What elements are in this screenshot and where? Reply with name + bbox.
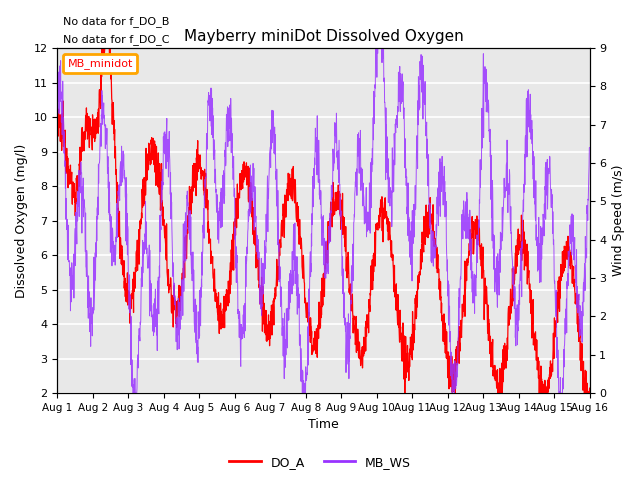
Title: Mayberry miniDot Dissolved Oxygen: Mayberry miniDot Dissolved Oxygen bbox=[184, 29, 463, 44]
MB_WS bbox=[81, 204, 88, 210]
DO_A bbox=[81, 129, 88, 135]
DO_A bbox=[312, 326, 320, 332]
MB_WS bbox=[571, 246, 579, 252]
Text: No data for f_DO_C: No data for f_DO_C bbox=[63, 34, 169, 45]
Y-axis label: Wind Speed (m/s): Wind Speed (m/s) bbox=[612, 165, 625, 276]
DO_A bbox=[473, 213, 481, 219]
DO_A bbox=[298, 267, 306, 273]
DO_A bbox=[571, 276, 579, 282]
MB_WS bbox=[372, 45, 380, 51]
Text: No data for f_DO_B: No data for f_DO_B bbox=[63, 16, 169, 27]
DO_A bbox=[99, 45, 106, 51]
Line: MB_WS: MB_WS bbox=[58, 48, 589, 393]
MB_WS bbox=[586, 144, 593, 150]
DO_A bbox=[54, 132, 61, 138]
DO_A bbox=[401, 390, 409, 396]
MB_WS bbox=[473, 232, 481, 238]
DO_A bbox=[586, 385, 593, 391]
MB_WS bbox=[571, 235, 579, 240]
Y-axis label: Dissolved Oxygen (mg/l): Dissolved Oxygen (mg/l) bbox=[15, 144, 28, 298]
X-axis label: Time: Time bbox=[308, 419, 339, 432]
MB_WS bbox=[298, 390, 306, 396]
MB_WS bbox=[54, 115, 61, 121]
MB_WS bbox=[129, 390, 137, 396]
MB_WS bbox=[312, 138, 320, 144]
Legend: DO_A, MB_WS: DO_A, MB_WS bbox=[224, 451, 416, 474]
Line: DO_A: DO_A bbox=[58, 48, 589, 393]
Legend: MB_minidot: MB_minidot bbox=[63, 54, 137, 73]
DO_A bbox=[571, 287, 579, 292]
